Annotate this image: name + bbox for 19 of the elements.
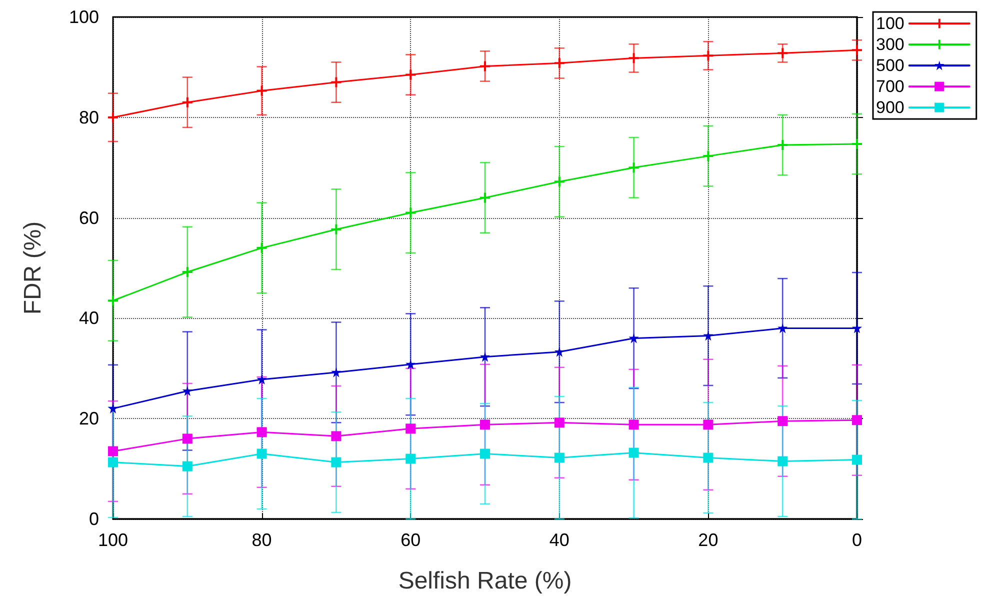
legend-label: 500	[876, 56, 904, 75]
y-tick-label: 100	[68, 7, 99, 27]
x-tick-label: 0	[852, 530, 862, 550]
x-tick-label: 40	[549, 530, 570, 550]
y-tick-label: 80	[78, 107, 99, 128]
y-tick-label: 60	[78, 208, 99, 228]
y-tick-label: 40	[78, 308, 99, 328]
legend-label: 900	[876, 98, 904, 117]
legend-label: 700	[876, 77, 904, 96]
x-axis-title: Selfish Rate (%)	[398, 568, 572, 594]
legend-label: 300	[876, 35, 904, 54]
y-tick-label: 0	[88, 509, 99, 529]
x-tick-label: 100	[98, 530, 128, 550]
y-axis-title: FDR (%)	[20, 221, 46, 315]
legend-label: 100	[876, 14, 904, 33]
x-tick-label: 60	[400, 530, 421, 550]
y-tick-label: 20	[78, 408, 99, 429]
x-tick-label: 20	[698, 530, 718, 550]
x-tick-label: 80	[252, 530, 272, 550]
